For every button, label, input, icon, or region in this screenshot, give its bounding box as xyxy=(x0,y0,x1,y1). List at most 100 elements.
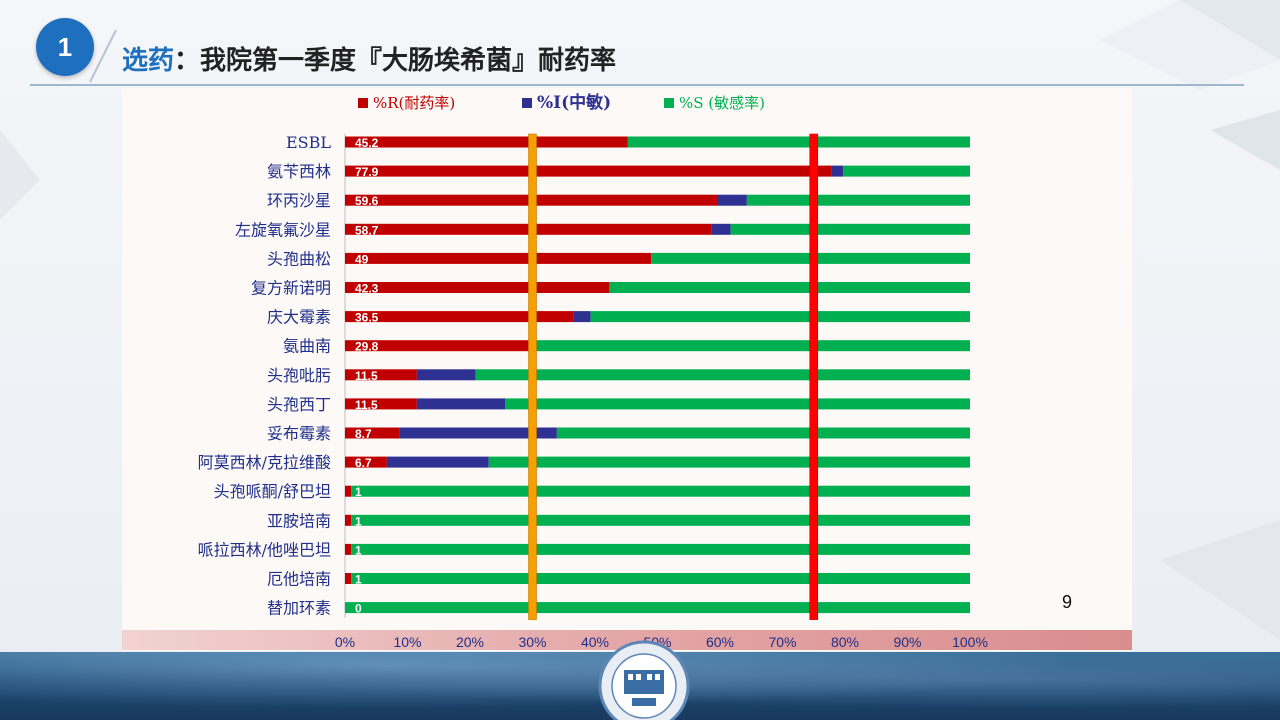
bar-segment xyxy=(717,194,747,206)
category-label: 哌拉西林/他唑巴坦 xyxy=(198,540,331,559)
data-label: 49 xyxy=(355,252,369,266)
category-label: 厄他培南 xyxy=(267,570,331,589)
legend-label: %I(中敏) xyxy=(537,92,611,113)
bar-segment xyxy=(416,398,505,410)
bar-segment xyxy=(831,165,844,177)
category-label: 亚胺培南 xyxy=(267,511,331,530)
data-label: 36.5 xyxy=(355,311,379,325)
bar-segment xyxy=(730,223,970,235)
category-label: 氨苄西林 xyxy=(267,162,331,181)
bar-segment xyxy=(345,514,352,526)
hospital-logo xyxy=(598,640,690,720)
x-tick-label: 10% xyxy=(393,634,421,650)
bar-segment xyxy=(345,369,417,381)
page-title: 选药：我院第一季度『大肠埃希菌』耐药率 xyxy=(122,40,616,77)
bar-segment xyxy=(345,456,387,468)
bar-segment xyxy=(399,427,557,439)
bar-segment xyxy=(345,573,352,584)
bar-segment xyxy=(345,340,532,352)
bar-segment xyxy=(345,427,400,439)
bar-segment xyxy=(843,165,970,177)
category-label: ESBL xyxy=(286,133,331,152)
data-label: 11.5 xyxy=(355,398,378,412)
bar-segment xyxy=(345,136,628,148)
x-tick-label: 0% xyxy=(335,634,355,650)
bar-segment xyxy=(345,543,352,555)
x-tick-label: 40% xyxy=(581,634,609,650)
category-label: 环丙沙星 xyxy=(267,191,331,210)
bar-segment xyxy=(609,282,970,293)
axis-strip xyxy=(122,630,1132,650)
data-label: 58.7 xyxy=(355,223,379,237)
bar-segment xyxy=(351,573,970,584)
data-label: 77.9 xyxy=(355,165,379,179)
x-tick-label: 70% xyxy=(768,634,796,650)
data-label: 6.7 xyxy=(355,456,372,470)
legend-swatch xyxy=(522,98,532,108)
section-number-badge: 1 xyxy=(36,18,94,76)
legend-label: %S (敏感率) xyxy=(679,94,765,112)
reference-line-75 xyxy=(809,133,819,620)
bar-segment xyxy=(345,252,652,264)
category-label: 替加环素 xyxy=(267,599,331,618)
x-tick-label: 100% xyxy=(952,634,988,650)
bar-segment xyxy=(416,369,476,381)
x-tick-label: 20% xyxy=(456,634,484,650)
reference-line-30 xyxy=(528,133,537,620)
bar-segment xyxy=(345,311,574,323)
bar-segment xyxy=(345,398,417,410)
data-label: 59.6 xyxy=(355,194,379,208)
data-label: 42.3 xyxy=(355,282,379,296)
category-label: 妥布霉素 xyxy=(267,424,331,443)
category-label: 阿莫西林/克拉维酸 xyxy=(198,453,331,472)
bar-segment xyxy=(711,223,731,235)
bar-segment xyxy=(386,456,489,468)
bar-segment xyxy=(531,340,970,352)
category-label: 头孢哌酮/舒巴坦 xyxy=(214,482,331,501)
bar-segment xyxy=(556,427,970,439)
bar-segment xyxy=(345,602,970,614)
bar-segment xyxy=(505,398,970,410)
category-label: 头孢西丁 xyxy=(267,395,331,414)
category-label: 头孢吡肟 xyxy=(267,366,331,385)
bar-segment xyxy=(351,485,970,497)
data-label: 1 xyxy=(355,485,362,499)
legend-swatch xyxy=(358,98,368,108)
bar-segment xyxy=(488,456,970,468)
bar-segment xyxy=(351,514,970,526)
slash-divider xyxy=(89,29,117,83)
page-number: 9 xyxy=(1062,592,1073,612)
bar-segment xyxy=(590,311,970,323)
x-tick-label: 60% xyxy=(706,634,734,650)
x-tick-label: 30% xyxy=(518,634,546,650)
x-tick-label: 80% xyxy=(831,634,859,650)
bar-segment xyxy=(351,543,970,555)
bar-segment xyxy=(345,165,832,177)
category-label: 庆大霉素 xyxy=(267,308,331,327)
bar-segment xyxy=(345,485,352,497)
bar-segment xyxy=(627,136,970,148)
data-label: 45.2 xyxy=(355,136,379,150)
data-label: 11.5 xyxy=(355,369,378,383)
bar-segment xyxy=(475,369,970,381)
title-underline xyxy=(30,84,1244,86)
category-label: 复方新诺明 xyxy=(251,279,331,298)
legend-swatch xyxy=(664,98,674,108)
category-label: 左旋氧氟沙星 xyxy=(235,220,331,239)
data-label: 29.8 xyxy=(355,340,379,354)
x-tick-label: 90% xyxy=(893,634,921,650)
category-label: 头孢曲松 xyxy=(267,249,331,268)
data-label: 1 xyxy=(355,543,362,557)
title-text: ：我院第一季度『大肠埃希菌』耐药率 xyxy=(174,46,617,76)
bar-segment xyxy=(573,311,591,323)
bar-segment xyxy=(746,194,970,206)
title-highlight: 选药 xyxy=(122,46,175,76)
data-label: 1 xyxy=(355,573,362,587)
category-label: 氨曲南 xyxy=(283,337,331,356)
data-label: 0 xyxy=(355,602,362,616)
legend-label: %R(耐药率) xyxy=(373,94,455,112)
data-label: 1 xyxy=(355,514,362,528)
bar-segment xyxy=(345,282,610,293)
